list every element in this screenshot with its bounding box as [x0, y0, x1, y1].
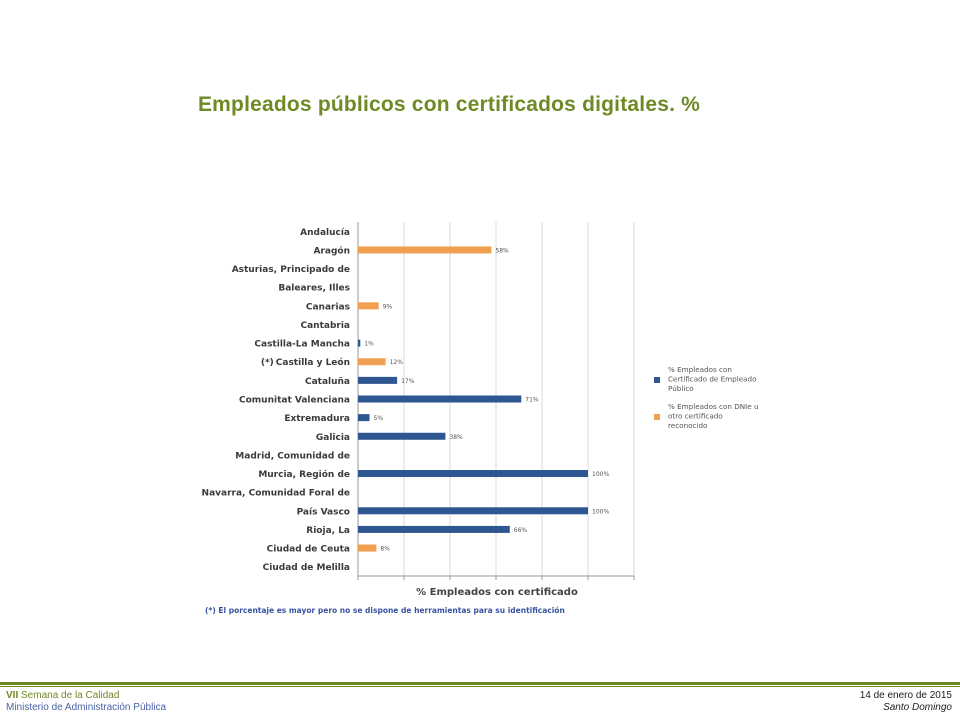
- category-label: Cantabria: [301, 321, 351, 331]
- legend-label: % Empleados con: [668, 365, 732, 374]
- data-label: 71%: [525, 397, 539, 404]
- footer-left: VII Semana de la Calidad Ministerio de A…: [6, 690, 166, 714]
- data-label: 38%: [449, 434, 463, 441]
- category-label: Rioja, La: [306, 526, 350, 536]
- bar: [358, 339, 361, 347]
- category-label: Galicia: [316, 433, 350, 443]
- bar: [358, 507, 588, 515]
- slide-title: Empleados públicos con certificados digi…: [197, 93, 701, 116]
- organization: Ministerio de Administración Pública: [6, 702, 167, 713]
- bars: [358, 246, 588, 552]
- bar: [358, 525, 510, 533]
- category-label: Navarra, Comunidad Foral de: [202, 489, 350, 499]
- data-label: 12%: [390, 359, 404, 366]
- event-name: Semana de la Calidad: [21, 690, 120, 701]
- bar: [358, 470, 588, 478]
- chart-footnote: (*) El porcentaje es mayor pero no se di…: [205, 606, 565, 615]
- event-place: Santo Domingo: [883, 702, 952, 713]
- legend-label: Certificado de Empleado: [668, 375, 757, 384]
- data-label: 9%: [383, 303, 393, 310]
- data-label: 100%: [592, 471, 609, 478]
- bar: [358, 376, 398, 384]
- category-label: Castilla-La Mancha: [254, 340, 350, 350]
- legend-swatch: [654, 377, 660, 383]
- event-date: 14 de enero de 2015: [859, 690, 952, 701]
- bar: [358, 544, 377, 552]
- category-label: Ciudad de Ceuta: [267, 545, 350, 555]
- event-prefix: VII: [6, 690, 19, 701]
- category-label: Andalucía: [300, 228, 350, 238]
- category-label: Asturias, Principado de: [232, 265, 350, 275]
- legend-label: reconocido: [668, 421, 707, 430]
- category-label: Murcia, Región de: [258, 469, 350, 480]
- category-label: Aragón: [313, 245, 350, 256]
- data-labels: 1% 17% 71% 5% 38% 100% 100% 66% 58% 9% 12% 8%: [364, 247, 609, 552]
- footer-divider: [0, 682, 960, 685]
- category-label: Castilla y León: [276, 357, 350, 368]
- category-label: Cataluña: [305, 377, 350, 387]
- legend-label: otro certificado: [668, 412, 723, 421]
- category-marker: (*): [261, 358, 274, 368]
- x-axis-label: % Empleados con certificado: [416, 587, 578, 598]
- category-label: Madrid, Comunidad de: [235, 451, 350, 461]
- footer-right: 14 de enero de 2015 Santo Domingo: [860, 690, 952, 714]
- bar-chart: Andalucía Aragón Asturias, Principado de Ba…: [202, 222, 759, 615]
- bar: [358, 432, 446, 440]
- data-label: 58%: [495, 247, 509, 254]
- bar: [358, 414, 370, 422]
- data-label: 5%: [374, 415, 384, 422]
- data-label: 66%: [514, 527, 528, 534]
- data-label: 8%: [380, 546, 390, 553]
- footer-divider-thin: [0, 686, 960, 687]
- bar: [358, 302, 379, 310]
- category-label: Canarias: [306, 302, 350, 312]
- legend-label: % Empleados con DNIe u: [668, 402, 759, 411]
- category-label: Comunitat Valenciana: [239, 396, 350, 406]
- legend-swatch: [654, 414, 660, 420]
- bar: [358, 395, 522, 403]
- category-label: Extremadura: [284, 414, 350, 424]
- category-label: Ciudad de Melilla: [263, 563, 350, 573]
- category-labels: Andalucía Aragón Asturias, Principado de Ba…: [202, 228, 350, 573]
- data-label: 100%: [592, 508, 609, 515]
- bar: [358, 246, 492, 254]
- data-label: 17%: [401, 378, 415, 385]
- data-label: 1%: [364, 341, 374, 348]
- category-label: Baleares, Illes: [278, 284, 350, 294]
- bar: [358, 358, 386, 366]
- category-label: País Vasco: [297, 507, 350, 517]
- legend-label: Público: [668, 384, 694, 393]
